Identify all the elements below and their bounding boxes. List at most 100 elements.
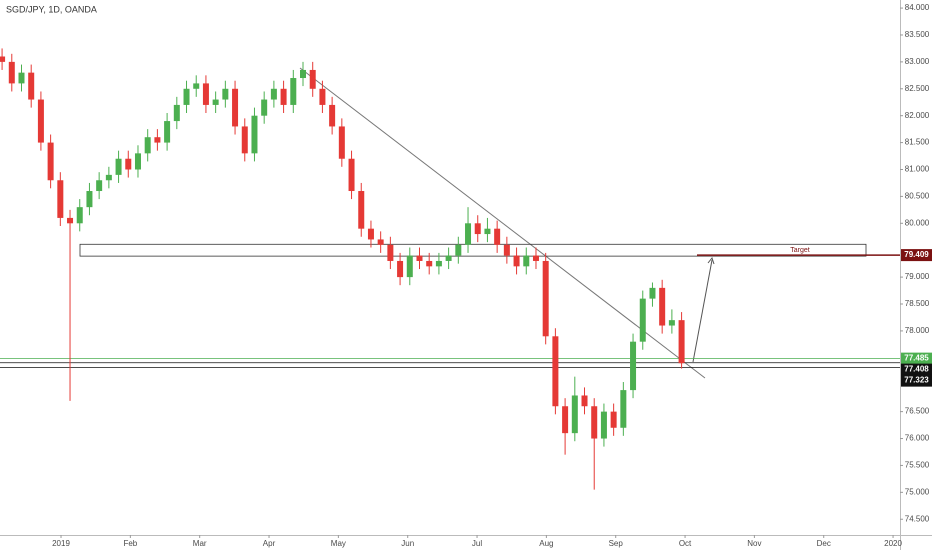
candle-body	[562, 406, 569, 434]
candle-body	[426, 260, 433, 267]
y-tick-label: 78.000	[905, 326, 930, 335]
candle-body	[28, 72, 35, 100]
candle-body	[445, 255, 452, 261]
candle-body	[668, 320, 675, 326]
candle-body	[8, 61, 15, 84]
y-tick-label: 81.500	[905, 138, 930, 147]
projection-arrow	[692, 259, 713, 363]
candle-body	[144, 137, 151, 154]
y-tick-label: 81.000	[905, 165, 930, 174]
candle-body	[57, 180, 64, 218]
candle-body	[474, 223, 481, 235]
candle-body	[542, 260, 549, 337]
zone	[79, 243, 867, 257]
candle-body	[319, 88, 326, 105]
candle-body	[251, 115, 258, 154]
x-tick-label: Jun	[401, 539, 414, 548]
y-tick-label: 78.500	[905, 299, 930, 308]
price-tag-label: 79.409	[904, 250, 929, 259]
candle-body	[367, 228, 374, 240]
candle-body	[0, 56, 6, 62]
candle-body	[270, 88, 277, 100]
candle-body	[358, 191, 365, 229]
candle-body	[96, 180, 103, 192]
candle-body	[173, 104, 180, 122]
candle-body	[290, 78, 297, 105]
candle-body	[455, 244, 462, 256]
candle-body	[134, 153, 141, 170]
candle-body	[154, 137, 161, 143]
candle-body	[484, 228, 491, 235]
candle-body	[406, 255, 413, 278]
y-tick-label: 82.000	[905, 111, 930, 120]
candle-body	[523, 255, 530, 267]
target-label: Target	[790, 247, 810, 254]
candle-body	[348, 158, 355, 192]
y-tick-label: 75.000	[905, 487, 930, 496]
candle-body	[630, 341, 637, 391]
candle-body	[678, 320, 685, 364]
x-tick-label: Mar	[193, 539, 207, 548]
candle-body	[435, 260, 442, 267]
y-tick-label: 80.000	[905, 218, 930, 227]
candle-body	[37, 99, 44, 143]
candle-body	[416, 255, 423, 261]
x-tick-label: Feb	[123, 539, 137, 548]
candle-body	[125, 158, 132, 170]
candle-body	[193, 83, 200, 89]
candle-body	[494, 228, 501, 245]
y-tick-label: 76.500	[905, 407, 930, 416]
price-tag	[901, 374, 932, 387]
y-tick-label: 76.000	[905, 434, 930, 443]
x-tick-label: 2020	[884, 539, 902, 548]
price-tag-label: 77.485	[904, 354, 929, 363]
x-tick-label: Aug	[539, 539, 553, 548]
candle-body	[591, 406, 598, 439]
candle-body	[513, 255, 520, 267]
candle-body	[280, 88, 287, 105]
candle-body	[241, 126, 248, 154]
candle-body	[639, 298, 646, 342]
trend-line	[299, 67, 706, 379]
candle-body	[387, 244, 394, 261]
y-tick-label: 75.500	[905, 461, 930, 470]
candle-body	[659, 287, 666, 326]
y-tick-label: 80.500	[905, 192, 930, 201]
candle-body	[329, 104, 336, 127]
y-tick-label: 79.000	[905, 272, 930, 281]
x-tick-label: 2019	[52, 539, 70, 548]
candle-body	[503, 244, 510, 256]
candle-body	[164, 121, 171, 143]
candle-body	[532, 255, 539, 261]
candle-body	[581, 395, 588, 407]
candle-body	[571, 395, 578, 434]
candle-body	[47, 142, 54, 181]
candle-body	[377, 239, 384, 245]
price-tag	[901, 363, 932, 376]
candle-body	[649, 287, 656, 299]
candle-body	[338, 126, 345, 159]
y-tick-label: 84.000	[905, 3, 930, 12]
candle-body	[309, 69, 316, 89]
candle-body	[610, 411, 617, 428]
candle-body	[600, 411, 607, 439]
candle-body	[202, 83, 209, 105]
chart-title: SGD/JPY, 1D, OANDA	[6, 4, 97, 14]
price-tag-label: 77.408	[904, 365, 929, 374]
x-tick-label: Sep	[609, 539, 624, 548]
price-tag	[901, 352, 932, 365]
candle-body	[18, 72, 25, 84]
candle-body	[552, 336, 559, 407]
candle-body	[620, 390, 627, 428]
x-tick-label: Nov	[747, 539, 761, 548]
candle-body	[115, 158, 122, 175]
candle-body	[465, 223, 472, 245]
y-tick-label: 82.500	[905, 84, 930, 93]
candle-body	[67, 217, 74, 224]
x-tick-label: Apr	[263, 539, 276, 548]
y-tick-label: 74.500	[905, 514, 930, 523]
candle-body	[86, 191, 93, 208]
candle-body	[397, 260, 404, 278]
